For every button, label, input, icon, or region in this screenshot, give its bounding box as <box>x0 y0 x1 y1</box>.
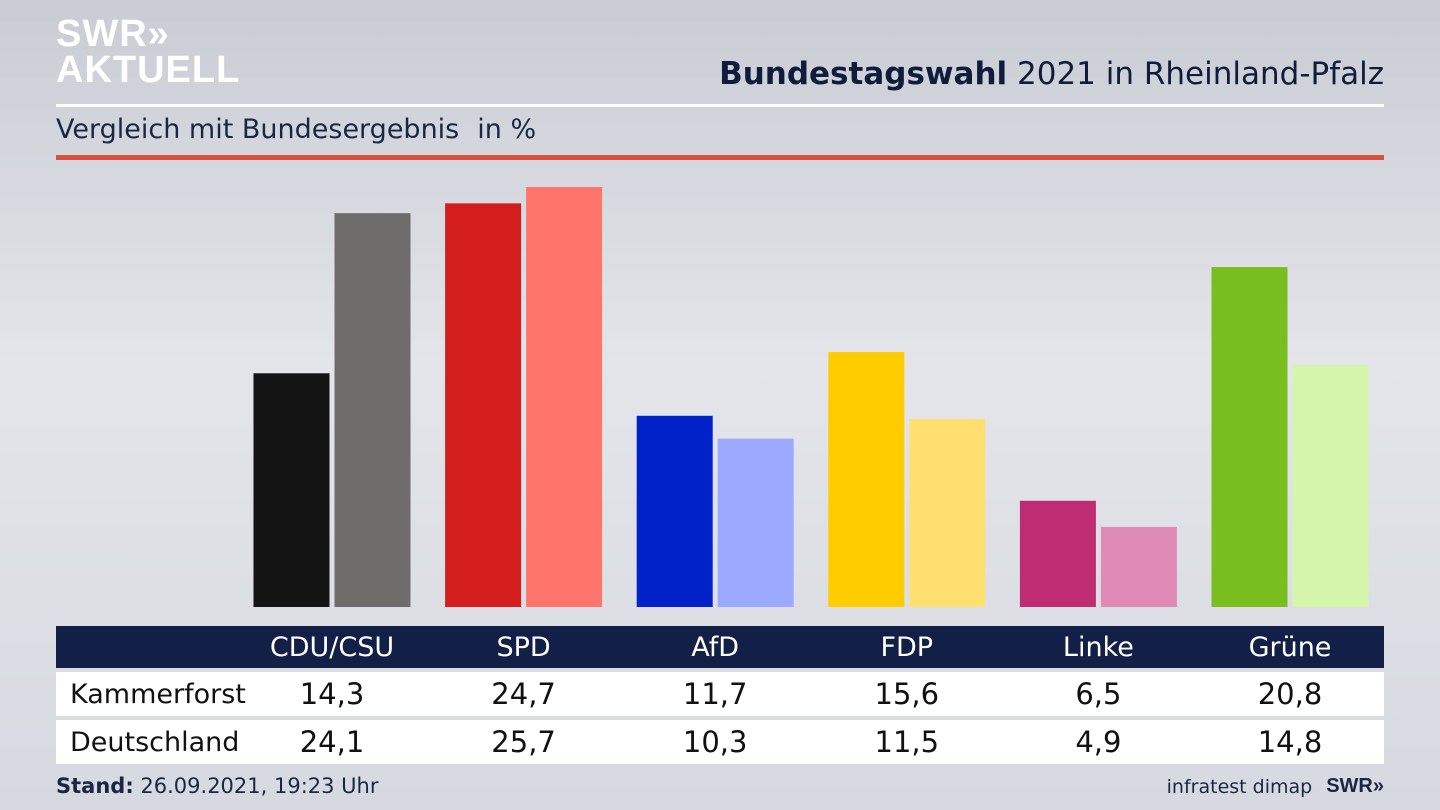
bar-fdp-deutschland <box>909 419 986 607</box>
bar-cdu-csu-deutschland <box>334 213 411 607</box>
bar-grüne-deutschland <box>1292 365 1369 607</box>
column-header: AfD <box>691 631 740 663</box>
value-cell: 20,8 <box>1257 677 1323 711</box>
column-header: SPD <box>496 631 551 663</box>
value-cell: 11,7 <box>682 677 748 711</box>
logo-line-2: AKTUELL <box>56 49 241 91</box>
chart-subtitle: Vergleich mit Bundesergebnis in % <box>56 114 536 145</box>
chart-title: Bundestagswahl 2021 in Rheinland-Pfalz <box>719 56 1384 92</box>
table-row: Deutschland 24,1 25,7 10,3 11,5 4,9 14,8 <box>56 720 1384 764</box>
column-header: CDU/CSU <box>269 631 395 663</box>
title-bold: Bundestagswahl <box>719 56 1008 92</box>
results-table: CDU/CSU SPD AfD FDP Linke Grüne Kammerforst 1… <box>56 626 1384 764</box>
value-cell: 6,5 <box>1075 677 1122 711</box>
column-header: FDP <box>880 631 934 663</box>
stand-value: 26.09.2021, 19:23 Uhr <box>133 774 379 798</box>
stand-label: Stand: <box>56 774 134 798</box>
swr-small-logo: SWR» <box>1326 775 1384 797</box>
bar-afd-kammerforst <box>636 415 713 607</box>
value-cell: 24,1 <box>299 725 365 759</box>
subtitle-text: Vergleich mit Bundesergebnis <box>56 114 460 145</box>
unit-label: in % <box>477 114 537 145</box>
source-label: infratest dimap <box>1166 775 1313 798</box>
value-cell: 4,9 <box>1075 725 1122 759</box>
row-label: Deutschland <box>70 726 240 758</box>
value-cell: 10,3 <box>682 725 748 759</box>
table-header-row: CDU/CSU SPD AfD FDP Linke Grüne <box>56 626 1384 668</box>
value-cell: 11,5 <box>874 725 940 759</box>
logo-line-1: SWR» <box>56 13 170 55</box>
title-divider <box>56 104 1384 107</box>
value-cell: 15,6 <box>874 677 940 711</box>
value-cell: 14,8 <box>1257 725 1323 759</box>
bar-spd-deutschland <box>526 187 603 607</box>
value-cell: 24,7 <box>491 677 556 711</box>
row-label: Kammerforst <box>70 678 246 710</box>
swr-aktuell-logo: SWR» AKTUELL <box>56 13 241 91</box>
subtitle-divider <box>56 155 1384 160</box>
bar-cdu-csu-kammerforst <box>253 373 330 607</box>
credits: infratest dimap SWR» <box>1167 775 1384 798</box>
bar-fdp-kammerforst <box>828 352 905 607</box>
table-row: Kammerforst 14,3 24,7 11,7 15,6 6,5 20,8 <box>56 672 1384 716</box>
value-cell: 25,7 <box>491 725 556 759</box>
bar-linke-deutschland <box>1100 526 1177 607</box>
timestamp: Stand: 26.09.2021, 19:23 Uhr <box>56 774 379 798</box>
title-rest: 2021 in Rheinland-Pfalz <box>1007 56 1384 92</box>
bar-grüne-kammerforst <box>1211 267 1288 607</box>
bar-chart <box>253 187 1369 607</box>
bar-afd-deutschland <box>717 438 794 607</box>
column-header: Grüne <box>1248 631 1332 663</box>
bar-linke-kammerforst <box>1019 500 1096 607</box>
column-header: Linke <box>1062 631 1134 663</box>
value-cell: 14,3 <box>299 677 365 711</box>
bar-spd-kammerforst <box>445 203 522 607</box>
